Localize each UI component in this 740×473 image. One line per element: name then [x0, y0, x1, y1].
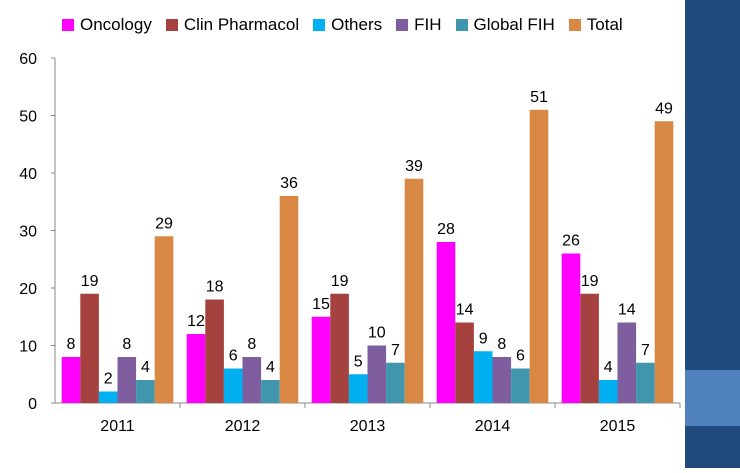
data-label: 29	[155, 215, 173, 232]
legend-label: Clin Pharmacol	[183, 15, 300, 34]
data-label: 6	[229, 348, 238, 365]
bar	[654, 121, 674, 403]
data-label: 15	[312, 296, 330, 313]
y-tick-label: 60	[19, 51, 37, 68]
legend-swatch	[396, 19, 409, 31]
bar	[636, 362, 655, 403]
bar	[80, 293, 99, 403]
bar	[223, 368, 243, 403]
x-tick-label: 2011	[100, 418, 135, 435]
data-label: 39	[405, 158, 423, 175]
data-label: 7	[391, 342, 400, 359]
data-label: 9	[479, 330, 488, 347]
bar	[98, 391, 118, 403]
data-label: 6	[516, 348, 525, 365]
data-label: 8	[122, 336, 131, 353]
data-label: 8	[67, 336, 76, 353]
legend-item: Total	[568, 15, 623, 35]
bar	[404, 178, 424, 403]
y-tick-label: 30	[19, 224, 37, 241]
bar	[511, 368, 530, 403]
data-label: 36	[280, 175, 298, 192]
bar	[348, 374, 368, 403]
data-label: 19	[331, 273, 349, 290]
legend-item: Others	[313, 15, 382, 35]
bar	[529, 109, 549, 403]
data-label: 51	[530, 89, 548, 106]
bar	[136, 380, 155, 403]
data-label: 12	[187, 313, 205, 330]
data-label: 8	[247, 336, 256, 353]
bar	[330, 293, 349, 403]
data-label: 4	[266, 359, 275, 376]
legend-item: Global FIH	[455, 15, 555, 35]
legend: Oncology Clin Pharmacol Others FIH Global FI…	[62, 13, 637, 37]
x-tick-label: 2013	[350, 418, 386, 435]
x-tick-label: 2012	[225, 418, 261, 435]
y-tick-label: 50	[19, 109, 37, 126]
data-label: 5	[354, 353, 363, 370]
data-label: 8	[497, 336, 506, 353]
legend-swatch	[62, 19, 74, 31]
bar-chart: 0102030405060819284292011121868436201215…	[19, 51, 681, 435]
data-label: 49	[655, 100, 673, 117]
legend-swatch	[165, 19, 178, 31]
bar	[580, 293, 599, 403]
x-tick-label: 2015	[600, 418, 636, 435]
data-label: 19	[581, 273, 599, 290]
bar	[367, 345, 387, 403]
data-label: 14	[456, 302, 474, 319]
data-label: 7	[641, 342, 650, 359]
legend-label: FIH	[414, 15, 442, 34]
bar	[279, 196, 299, 403]
y-tick-label: 10	[19, 339, 37, 356]
legend-swatch	[568, 19, 581, 31]
bar	[617, 322, 637, 403]
data-label: 4	[604, 359, 613, 376]
bar	[261, 380, 280, 403]
legend-label: Total	[586, 15, 623, 34]
bar	[242, 357, 262, 403]
legend-label: Others	[331, 15, 383, 34]
bar	[61, 357, 81, 403]
bar	[561, 253, 581, 403]
bar	[436, 242, 456, 403]
bar	[473, 351, 493, 403]
bar	[117, 357, 137, 403]
y-tick-label: 20	[19, 281, 37, 298]
bar	[455, 322, 474, 403]
y-tick-label: 0	[28, 396, 37, 413]
data-label: 18	[206, 279, 224, 296]
data-label: 26	[562, 233, 580, 250]
data-label: 14	[618, 302, 636, 319]
chart-area: Oncology Clin Pharmacol Others FIH Global FI…	[19, 13, 681, 435]
bar	[186, 334, 206, 403]
data-label: 19	[81, 273, 99, 290]
data-label: 28	[437, 221, 455, 238]
data-label: 4	[141, 359, 150, 376]
x-tick-label: 2014	[475, 418, 511, 435]
legend-swatch	[313, 19, 326, 31]
legend-label: Global FIH	[473, 15, 555, 34]
bar	[311, 316, 331, 403]
legend-swatch	[455, 19, 468, 31]
bar	[205, 299, 224, 403]
legend-item: Oncology	[62, 15, 152, 35]
slide-side-panel-accent	[685, 370, 740, 426]
legend-item: Clin Pharmacol	[165, 15, 300, 35]
bar	[386, 362, 405, 403]
bar	[492, 357, 512, 403]
y-tick-label: 40	[19, 166, 37, 183]
data-label: 10	[368, 325, 386, 342]
data-label: 2	[104, 371, 113, 388]
bar	[598, 380, 618, 403]
bar	[154, 236, 174, 403]
legend-item: FIH	[396, 15, 442, 35]
legend-label: Oncology	[80, 15, 152, 34]
